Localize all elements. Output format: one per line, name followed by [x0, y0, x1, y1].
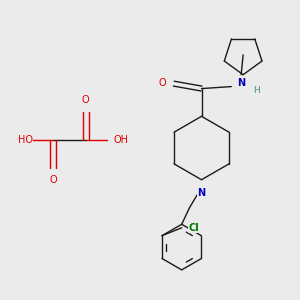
Text: N: N: [237, 78, 245, 88]
Text: OH: OH: [114, 135, 129, 145]
Text: O: O: [158, 78, 166, 88]
Text: Cl: Cl: [188, 223, 199, 233]
Text: O: O: [82, 95, 89, 106]
Text: H: H: [253, 86, 260, 95]
Text: HO: HO: [18, 135, 33, 145]
Text: N: N: [197, 188, 206, 198]
Text: O: O: [49, 175, 57, 185]
